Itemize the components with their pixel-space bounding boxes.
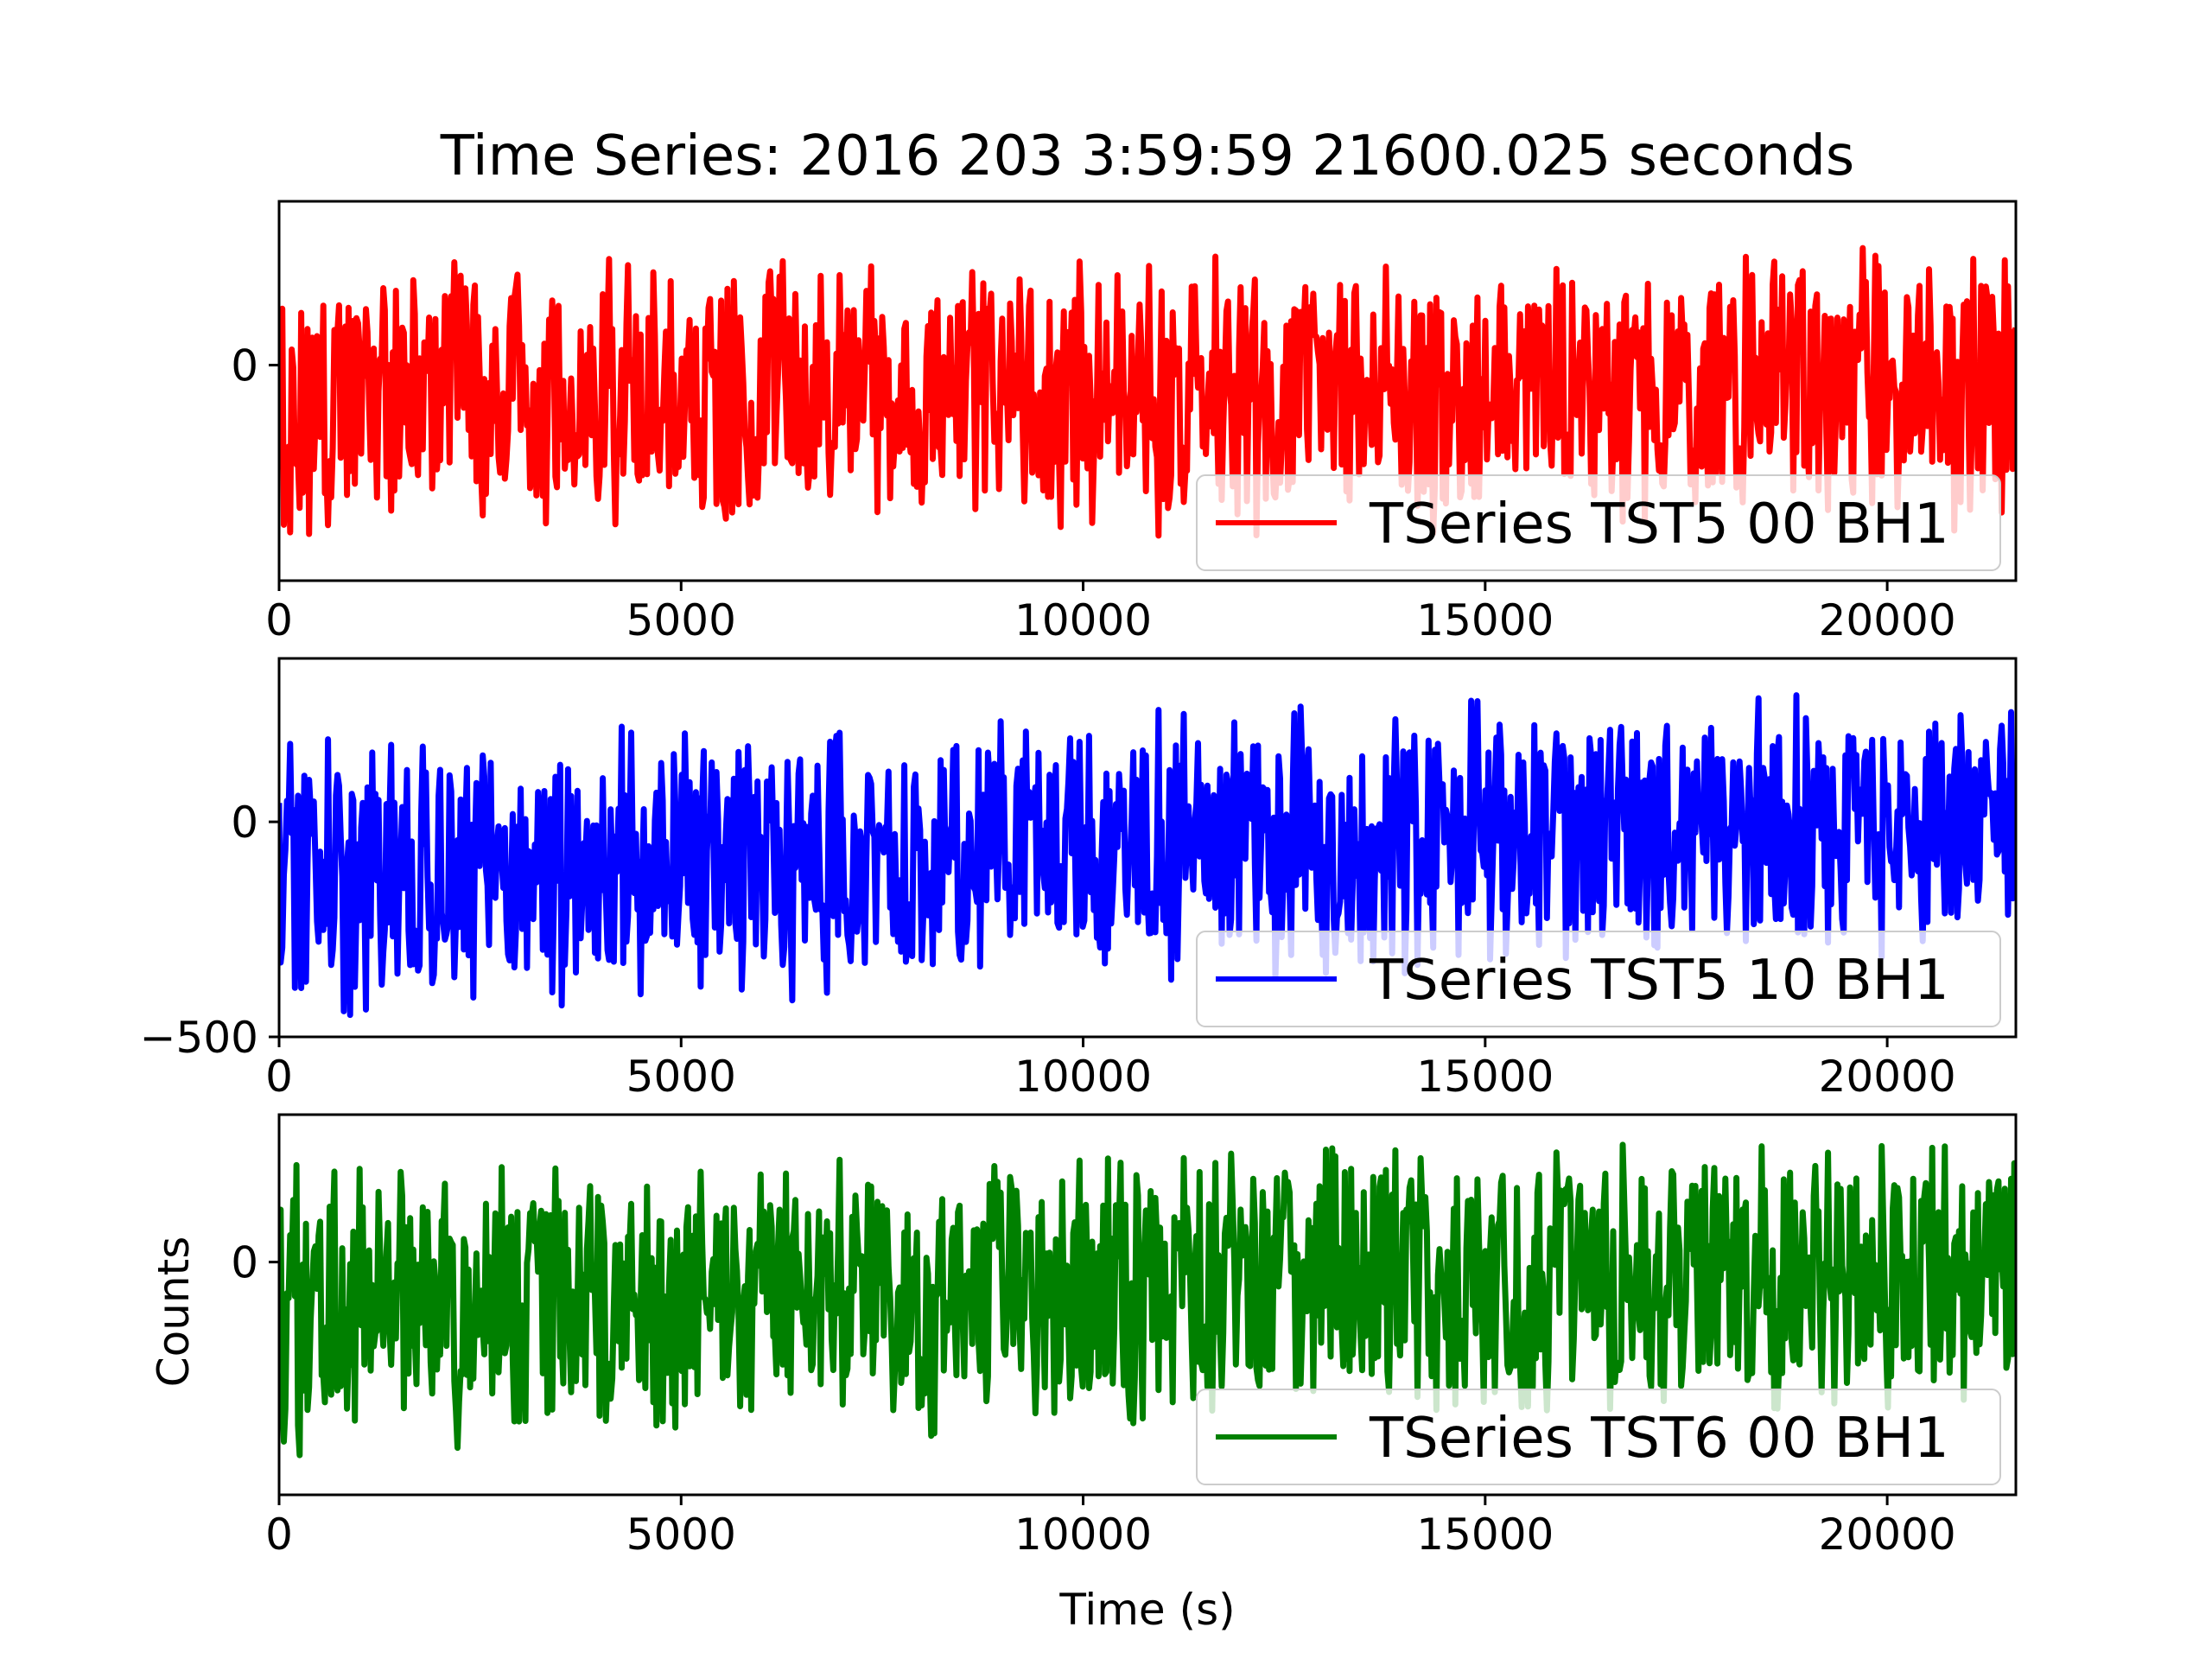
- legend: TSeries TST5 10 BH1: [1196, 931, 2001, 1027]
- subplot-2: TSeries TST5 10 BH1 0 5000 10000 15000 20000 −…: [140, 657, 2018, 1102]
- legend-label: TSeries TST5 10 BH1: [1369, 949, 1949, 1013]
- subplots: TSeries TST5 00 BH1 0 5000 10000 15000 20000 0…: [140, 200, 2018, 1560]
- y-tick-label: 0: [231, 341, 258, 391]
- subplot-3: TSeries TST6 00 BH1 0 5000 10000 15000 20000 0: [231, 1113, 2018, 1560]
- x-tick-label: 10000: [1014, 1052, 1152, 1102]
- legend: TSeries TST5 00 BH1: [1196, 474, 2001, 571]
- y-tick-label: 0: [231, 798, 258, 848]
- y-axis-label: Counts: [149, 1236, 199, 1388]
- x-axis-label: Time (s): [1058, 1585, 1235, 1635]
- series-line: [279, 692, 2016, 1019]
- y-tick-label: −500: [140, 1013, 258, 1063]
- legend-label: TSeries TST5 00 BH1: [1369, 493, 1949, 556]
- x-tick-label: 0: [265, 1052, 293, 1102]
- x-tick-label: 5000: [626, 1052, 736, 1102]
- legend: TSeries TST6 00 BH1: [1196, 1389, 2001, 1485]
- x-tick-label: 0: [265, 595, 293, 645]
- x-tick-label: 20000: [1819, 595, 1956, 645]
- y-tick-label: 0: [231, 1238, 258, 1288]
- plot-frame: [277, 657, 2018, 1039]
- series-line: [279, 245, 2016, 539]
- legend-box: [1196, 474, 2001, 571]
- subplot-1: TSeries TST5 00 BH1 0 5000 10000 15000 20000 0: [231, 200, 2018, 645]
- plot-frame: [277, 1113, 2018, 1497]
- x-tick-label: 20000: [1819, 1052, 1956, 1102]
- x-tick-label: 10000: [1014, 1510, 1152, 1560]
- legend-box: [1196, 931, 2001, 1027]
- x-tick-label: 15000: [1416, 1510, 1554, 1560]
- series-line: [279, 1141, 2016, 1459]
- x-tick-label: 5000: [626, 1510, 736, 1560]
- x-tick-label: 0: [265, 1510, 293, 1560]
- x-tick-label: 5000: [626, 595, 736, 645]
- plot-frame: [277, 200, 2018, 582]
- x-tick-label: 15000: [1416, 595, 1554, 645]
- legend-label: TSeries TST6 00 BH1: [1369, 1407, 1949, 1471]
- x-tick-label: 20000: [1819, 1510, 1956, 1560]
- figure-title: Time Series: 2016 203 3:59:59 21600.025 …: [440, 124, 1855, 188]
- legend-box: [1196, 1389, 2001, 1485]
- x-tick-label: 10000: [1014, 595, 1152, 645]
- x-tick-label: 15000: [1416, 1052, 1554, 1102]
